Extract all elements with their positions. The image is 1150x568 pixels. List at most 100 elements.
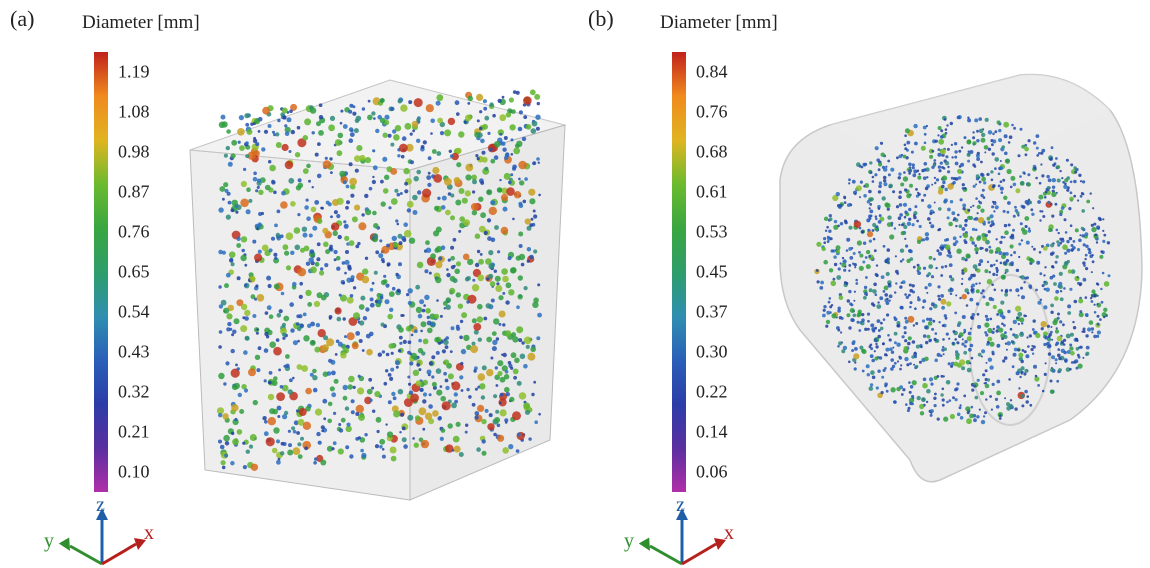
pore: [254, 253, 263, 262]
pore: [447, 117, 456, 126]
pore: [1028, 200, 1033, 205]
pore: [538, 193, 541, 197]
pore: [412, 129, 415, 133]
pore: [980, 355, 983, 358]
pore: [1049, 252, 1054, 256]
pore: [290, 201, 296, 207]
pore: [964, 258, 968, 262]
pore: [996, 343, 1001, 348]
pore: [471, 402, 476, 407]
pore: [290, 328, 295, 333]
pore: [307, 302, 313, 307]
pore: [509, 124, 516, 131]
pore: [994, 397, 999, 401]
pore: [504, 330, 512, 337]
pore: [531, 120, 538, 127]
pore: [478, 258, 484, 265]
pore: [388, 343, 395, 349]
pore: [267, 417, 276, 426]
pore: [878, 181, 883, 185]
pore: [494, 141, 501, 148]
pore: [924, 232, 930, 237]
pore: [1089, 297, 1093, 300]
pore: [461, 312, 468, 319]
pore: [980, 160, 983, 164]
pore: [513, 375, 517, 380]
x-axis-label: x: [144, 522, 154, 544]
pore: [1054, 358, 1058, 362]
pore: [1014, 407, 1018, 411]
pore: [333, 378, 339, 384]
pore: [1082, 261, 1086, 265]
pore: [890, 387, 896, 393]
pore: [903, 224, 908, 230]
pore: [433, 230, 440, 237]
pore: [273, 283, 280, 290]
pore: [262, 416, 267, 421]
pore: [481, 439, 486, 444]
pore: [1096, 303, 1099, 306]
pore: [1021, 349, 1025, 352]
pore: [309, 107, 317, 114]
pore: [959, 296, 962, 300]
pore: [1036, 260, 1041, 265]
pore: [946, 124, 949, 127]
pore: [1049, 157, 1053, 161]
pore: [1022, 229, 1028, 235]
pore: [1058, 284, 1063, 289]
pore: [876, 158, 880, 162]
pore: [529, 223, 534, 228]
pore: [896, 272, 900, 275]
pore: [943, 416, 949, 422]
pore: [316, 242, 321, 247]
pore: [230, 153, 236, 159]
pore: [1051, 185, 1056, 189]
pore: [474, 387, 478, 391]
pore: [386, 431, 394, 438]
pore: [261, 147, 266, 152]
pore: [861, 349, 867, 355]
pore: [537, 283, 541, 287]
pore: [1091, 331, 1094, 334]
pore: [1011, 365, 1015, 369]
pore: [280, 201, 288, 209]
pore: [908, 293, 911, 297]
pore: [1069, 332, 1074, 337]
pore: [991, 350, 995, 354]
pore: [1030, 208, 1034, 212]
pore: [905, 295, 909, 299]
pore: [929, 307, 933, 311]
pore: [859, 180, 863, 184]
pore: [921, 198, 924, 202]
pore: [385, 283, 390, 288]
pore: [431, 375, 435, 379]
pore: [331, 370, 336, 376]
pore: [1103, 281, 1110, 287]
pore: [435, 261, 443, 269]
pore: [1000, 289, 1004, 292]
pore: [389, 376, 394, 381]
pore: [1012, 352, 1017, 357]
pore: [465, 174, 472, 181]
pore: [1019, 332, 1024, 337]
pore: [476, 93, 484, 101]
pore: [871, 180, 875, 183]
pore: [888, 338, 892, 342]
pore: [244, 309, 251, 317]
pore: [902, 176, 909, 182]
pore: [256, 178, 261, 183]
pore: [972, 273, 976, 278]
pore: [253, 171, 257, 176]
pore: [534, 93, 541, 100]
pore: [1004, 158, 1011, 164]
pore: [1059, 241, 1062, 245]
pore: [871, 375, 876, 380]
pore: [242, 316, 246, 320]
pore: [429, 313, 436, 320]
pore: [222, 197, 225, 201]
pore: [989, 224, 993, 228]
pore: [289, 378, 293, 383]
pore: [372, 233, 379, 240]
z-axis-label: z: [96, 494, 105, 516]
pore: [243, 167, 247, 171]
